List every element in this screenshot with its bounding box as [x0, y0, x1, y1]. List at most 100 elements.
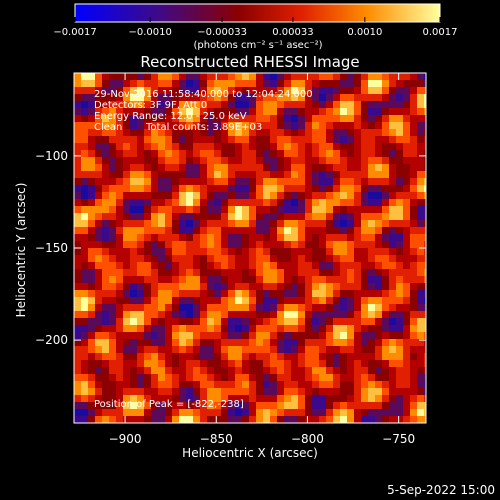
heatmap-cell [424, 87, 426, 94]
heatmap-cell [116, 353, 123, 360]
heatmap-cell [179, 80, 186, 87]
heatmap-cell [165, 136, 172, 143]
heatmap-cell [410, 178, 417, 185]
heatmap-cell [200, 94, 207, 101]
heatmap-cell [179, 381, 186, 388]
heatmap-cell [410, 94, 417, 101]
heatmap-cell [207, 129, 214, 136]
heatmap-cell [74, 269, 81, 276]
heatmap-cell [284, 115, 291, 122]
heatmap-cell [424, 402, 426, 409]
heatmap-cell [186, 402, 193, 409]
heatmap-cell [361, 206, 368, 213]
heatmap-cell [221, 339, 228, 346]
heatmap-cell [74, 108, 81, 115]
heatmap-cell [165, 164, 172, 171]
heatmap-cell [207, 73, 214, 80]
heatmap-cell [389, 108, 396, 115]
heatmap-cell [193, 94, 200, 101]
heatmap-cell [151, 283, 158, 290]
heatmap-cell [312, 297, 319, 304]
heatmap-cell [158, 73, 165, 80]
heatmap-cell [200, 73, 207, 80]
heatmap-cell [186, 416, 193, 423]
heatmap-cell [179, 325, 186, 332]
heatmap-cell [354, 262, 361, 269]
heatmap-cell [347, 297, 354, 304]
heatmap-cell [81, 171, 88, 178]
heatmap-cell [242, 213, 249, 220]
heatmap-cell [382, 136, 389, 143]
heatmap-cell [396, 332, 403, 339]
heatmap-cell [151, 332, 158, 339]
heatmap-cell [214, 136, 221, 143]
colorbar-units-label: (photons cm⁻² s⁻¹ asec⁻²) [193, 40, 322, 51]
heatmap-cell [270, 171, 277, 178]
heatmap-cell [291, 73, 298, 80]
heatmap-cell [270, 353, 277, 360]
heatmap-cell [347, 283, 354, 290]
heatmap-cell [186, 269, 193, 276]
heatmap-cell [214, 129, 221, 136]
heatmap-cell [389, 395, 396, 402]
heatmap-cell [172, 143, 179, 150]
heatmap-cell [375, 283, 382, 290]
heatmap-cell [396, 143, 403, 150]
heatmap-cell [270, 304, 277, 311]
heatmap-cell [137, 199, 144, 206]
heatmap-cell [354, 178, 361, 185]
heatmap-cell [375, 73, 382, 80]
heatmap-cell [193, 157, 200, 164]
heatmap-cell [172, 129, 179, 136]
heatmap-cell [158, 297, 165, 304]
heatmap-cell [242, 276, 249, 283]
heatmap-cell [277, 213, 284, 220]
heatmap-cell [340, 73, 347, 80]
heatmap-cell [270, 150, 277, 157]
heatmap-cell [270, 283, 277, 290]
heatmap-cell [200, 395, 207, 402]
heatmap-cell [242, 381, 249, 388]
heatmap-cell [403, 416, 410, 423]
heatmap-cell [74, 374, 81, 381]
heatmap-cell [144, 115, 151, 122]
heatmap-cell [361, 213, 368, 220]
heatmap-cell [305, 150, 312, 157]
heatmap-cell [81, 108, 88, 115]
heatmap-cell [291, 150, 298, 157]
heatmap-cell [165, 332, 172, 339]
heatmap-cell [249, 388, 256, 395]
heatmap-cell [151, 402, 158, 409]
heatmap-cell [326, 353, 333, 360]
heatmap-cell [200, 297, 207, 304]
heatmap-cell [116, 255, 123, 262]
heatmap-cell [263, 178, 270, 185]
heatmap-cell [207, 325, 214, 332]
heatmap-cell [389, 388, 396, 395]
heatmap-cell [228, 325, 235, 332]
heatmap-cell [284, 227, 291, 234]
heatmap-cell [158, 115, 165, 122]
heatmap-cell [109, 416, 116, 423]
heatmap-cell [193, 129, 200, 136]
heatmap-cell [340, 339, 347, 346]
heatmap-cell [382, 388, 389, 395]
heatmap-cell [193, 199, 200, 206]
heatmap-cell [389, 402, 396, 409]
heatmap-cell [403, 227, 410, 234]
heatmap-cell [228, 108, 235, 115]
heatmap-cell [333, 367, 340, 374]
heatmap-cell [382, 290, 389, 297]
heatmap-cell [81, 360, 88, 367]
heatmap-cell [256, 206, 263, 213]
heatmap-cell [88, 395, 95, 402]
heatmap-cell [144, 395, 151, 402]
heatmap-cell [74, 206, 81, 213]
heatmap-cell [333, 241, 340, 248]
heatmap-cell [116, 199, 123, 206]
heatmap-cell [193, 255, 200, 262]
heatmap-cell [389, 262, 396, 269]
heatmap-cell [249, 108, 256, 115]
heatmap-cell [312, 101, 319, 108]
heatmap-cell [88, 129, 95, 136]
